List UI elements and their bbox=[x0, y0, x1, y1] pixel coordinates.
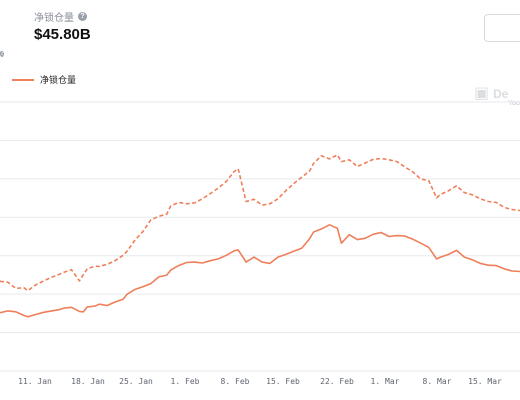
watermark-sub: You bbox=[508, 100, 520, 107]
legend-label: 净锁仓量 bbox=[40, 75, 77, 85]
x-tick-label: 1. Mar bbox=[371, 377, 400, 386]
tvl-value: $45.80B bbox=[34, 26, 91, 43]
series-line-tvl[interactable] bbox=[0, 224, 520, 318]
watermark-text: De bbox=[493, 87, 509, 101]
x-tick-label: 11. Jan bbox=[18, 377, 52, 386]
x-tick-label: 25. Jan bbox=[119, 377, 153, 386]
x-tick-label: 8. Feb bbox=[221, 377, 250, 386]
tvl-stat: 净锁仓量 ? $45.80B bbox=[34, 9, 91, 43]
x-tick-label: 18. Jan bbox=[71, 377, 105, 386]
x-tick-label: 15. Mar bbox=[468, 377, 502, 386]
help-circle-icon[interactable]: ? bbox=[0, 50, 5, 57]
watermark: ▣ De bbox=[474, 86, 508, 102]
help-circle-icon[interactable]: ? bbox=[78, 12, 87, 21]
legend-swatch bbox=[12, 78, 34, 81]
x-tick-label: 8. Mar bbox=[423, 377, 452, 386]
tvl-stat-label-row: 净锁仓量 ? bbox=[34, 9, 91, 24]
x-tick-label: 1. Feb bbox=[171, 377, 200, 386]
side-help: ? bbox=[0, 42, 5, 60]
defillama-logo-icon: ▣ bbox=[474, 85, 490, 102]
x-tick-label: 15. Feb bbox=[266, 377, 300, 386]
x-tick-label: 22. Feb bbox=[320, 377, 354, 386]
legend[interactable]: 净锁仓量 bbox=[12, 73, 76, 86]
toolbar-control[interactable] bbox=[484, 14, 520, 42]
tvl-label: 净锁仓量 bbox=[34, 13, 74, 24]
series-line-tvl-dashed[interactable] bbox=[0, 154, 520, 292]
